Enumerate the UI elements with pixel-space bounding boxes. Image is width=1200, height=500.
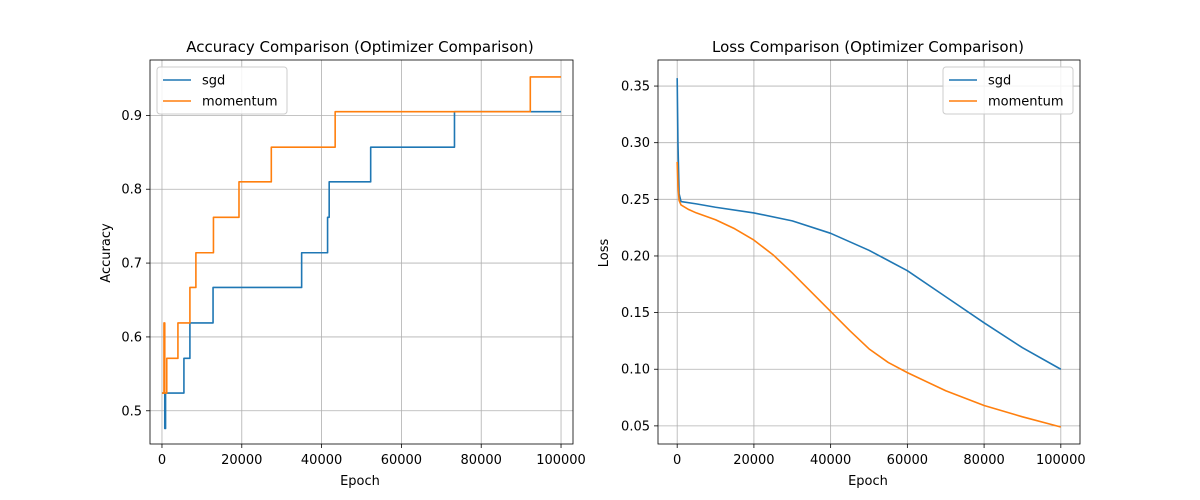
loss-x-tick-label: 0: [673, 453, 681, 468]
accuracy-y-tick-label: 0.7: [121, 257, 142, 272]
accuracy-series-line-sgd: [161, 110, 562, 430]
loss-legend: sgd momentum: [942, 66, 1074, 115]
loss-y-tick-label: 0.30: [621, 136, 650, 151]
loss-y-tick-label: 0.20: [621, 249, 650, 264]
loss-y-tick-label: 0.35: [621, 80, 650, 95]
accuracy-series-line-momentum: [161, 76, 562, 394]
accuracy-x-tick-label: 20000: [221, 453, 262, 468]
accuracy-legend-box: [156, 66, 288, 115]
loss-plot-frame: [657, 59, 1081, 445]
loss-series-line-momentum: [676, 161, 1062, 428]
loss-y-axis-label: Loss: [597, 239, 612, 268]
accuracy-chart-title: Accuracy Comparison (Optimizer Compariso…: [186, 38, 534, 56]
accuracy-grid: [150, 60, 573, 444]
accuracy-x-tick-label: 40000: [301, 453, 342, 468]
accuracy-legend-label-momentum: momentum: [202, 95, 278, 110]
loss-y-tick-label: 0.10: [621, 363, 650, 378]
loss-x-tick-label: 40000: [810, 453, 851, 468]
loss-chart-title: Loss Comparison (Optimizer Comparison): [712, 38, 1024, 56]
accuracy-x-tick-label: 0: [158, 453, 166, 468]
loss-x-tick-label: 60000: [887, 453, 928, 468]
accuracy-x-tick-label: 80000: [461, 453, 502, 468]
loss-chart: Loss Comparison (Optimizer Comparison) E…: [597, 38, 1086, 489]
loss-grid: [658, 60, 1080, 444]
accuracy-y-tick-label: 0.9: [121, 109, 142, 124]
accuracy-x-tick-label: 100000: [536, 453, 586, 468]
loss-legend-label-sgd: sgd: [988, 74, 1011, 89]
loss-y-tick-label: 0.15: [621, 306, 650, 321]
accuracy-series-lines: [161, 76, 562, 430]
accuracy-y-tick-label: 0.5: [121, 404, 142, 419]
loss-series-line-sgd: [676, 78, 1062, 370]
accuracy-y-axis-label: Accuracy: [99, 223, 114, 283]
accuracy-y-tick-label: 0.8: [121, 183, 142, 198]
accuracy-y-tick-label: 0.6: [121, 330, 142, 345]
loss-y-tick-label: 0.25: [621, 193, 650, 208]
loss-legend-box: [942, 66, 1074, 115]
loss-x-axis-label: Epoch: [848, 474, 888, 489]
accuracy-ticks: 0 20000 40000 60000 80000 100000 0.5 0.6 0.7 0.8 0…: [121, 109, 586, 468]
accuracy-legend: sgd momentum: [156, 66, 288, 115]
loss-x-tick-label: 80000: [963, 453, 1004, 468]
loss-series-lines: [676, 78, 1062, 428]
loss-ticks: 0 20000 40000 60000 80000 100000 0.05 0.10 0.15 0…: [621, 80, 1086, 468]
accuracy-chart: Accuracy Comparison (Optimizer Compariso…: [99, 38, 586, 489]
loss-y-tick-label: 0.05: [621, 419, 650, 434]
accuracy-x-tick-label: 60000: [381, 453, 422, 468]
loss-legend-label-momentum: momentum: [988, 95, 1064, 110]
accuracy-x-axis-label: Epoch: [340, 474, 380, 489]
loss-x-tick-label: 20000: [733, 453, 774, 468]
accuracy-legend-label-sgd: sgd: [202, 74, 225, 89]
loss-x-tick-label: 100000: [1036, 453, 1086, 468]
accuracy-plot-frame: [149, 59, 574, 445]
